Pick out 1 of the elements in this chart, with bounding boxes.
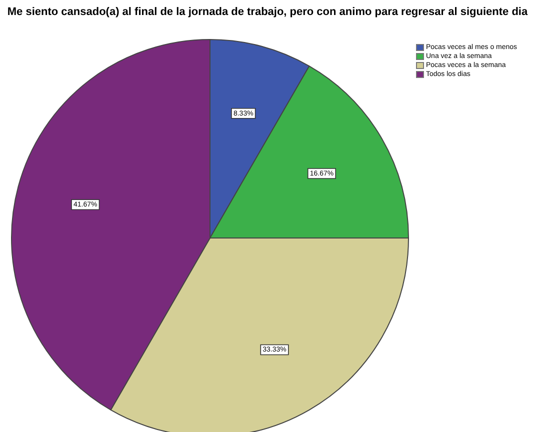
- chart-title: Me siento cansado(a) al final de la jornada de trabajo, pero con animo para regresar al siguiente dia: [6, 6, 529, 18]
